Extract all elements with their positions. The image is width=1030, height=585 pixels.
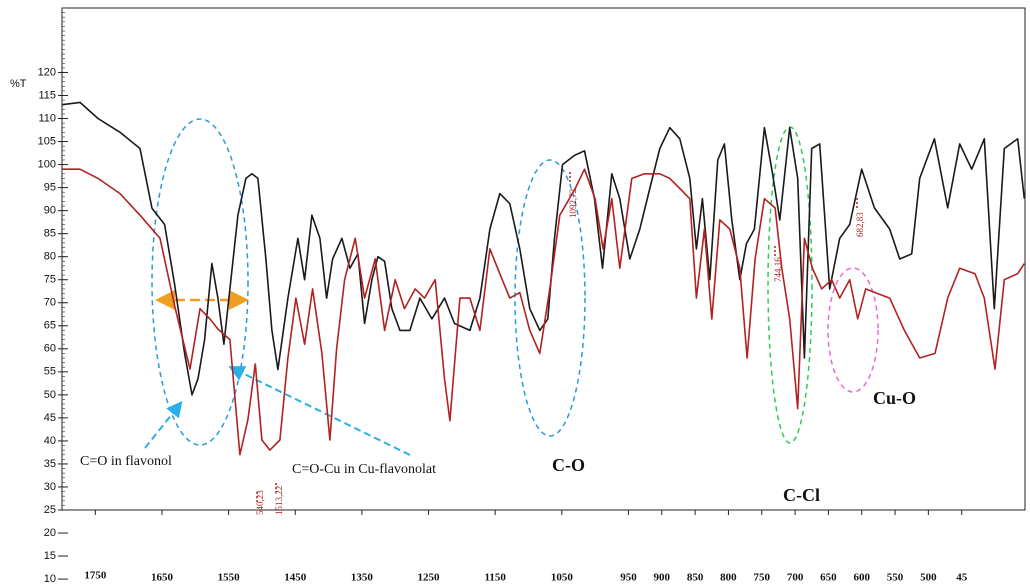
- y-tick-label: 70: [44, 297, 56, 309]
- x-tick-label: 700: [787, 572, 804, 584]
- peak-label: 744,16: [773, 257, 783, 282]
- y-tick-label: 65: [44, 320, 56, 332]
- x-tick-label: 1650: [151, 572, 174, 584]
- x-tick-label: 850: [687, 572, 704, 584]
- y-tick-label: 45: [44, 412, 56, 424]
- y-tick-label: 85: [44, 228, 56, 240]
- y-tick-label: 80: [44, 251, 56, 263]
- x-tick-label: 550: [887, 572, 904, 584]
- y-tick-label: 50: [44, 389, 56, 401]
- y-tick-label: 110: [38, 112, 56, 124]
- x-tick-label: 1450: [284, 572, 307, 584]
- x-tick-label: 500: [920, 572, 937, 584]
- x-tick-label: 1050: [551, 572, 574, 584]
- annotation: C=O in flavonol: [80, 454, 172, 469]
- annotation: C-Cl: [783, 485, 820, 505]
- x-tick-label: 1750: [84, 570, 107, 582]
- y-tick-label: 20: [44, 527, 56, 539]
- spectrum-line: [62, 168, 1025, 456]
- y-tick-label: 60: [44, 343, 56, 355]
- arrow: [144, 400, 183, 449]
- x-tick-label: 1150: [484, 572, 506, 584]
- y-tick-label: 100: [38, 158, 56, 170]
- annotation: Cu-O: [873, 388, 916, 408]
- y-tick-label: 10: [44, 573, 56, 585]
- x-tick-label: 750: [754, 572, 771, 584]
- peak-label: 1092,72: [568, 189, 578, 218]
- y-tick-label: 35: [44, 458, 56, 470]
- highlight-ellipse: [514, 159, 586, 437]
- y-tick-label: 105: [38, 135, 56, 147]
- y-tick-label: 55: [44, 366, 56, 378]
- y-tick-label: 15: [44, 550, 56, 562]
- y-tick-label: 75: [44, 274, 56, 286]
- highlight-ellipse: [827, 267, 879, 393]
- highlight-ellipse: [767, 126, 813, 444]
- x-tick-label: 650: [820, 572, 837, 584]
- y-tick-label: 115: [38, 89, 56, 101]
- x-tick-label: 900: [654, 572, 671, 584]
- spectrum-line: [61, 101, 1026, 396]
- x-tick-label: 950: [620, 572, 637, 584]
- x-tick-label: 800: [720, 572, 737, 584]
- x-tick-label: 45: [956, 572, 968, 584]
- plot-frame: [61, 7, 1026, 511]
- x-tick-label: 1350: [351, 572, 374, 584]
- annotation: C-O: [552, 455, 585, 475]
- y-tick-label: 30: [44, 481, 56, 493]
- peak-label: 540,23: [255, 490, 265, 515]
- x-tick-label: 1550: [218, 572, 241, 584]
- y-axis-label: %T: [10, 78, 27, 90]
- annotations: C=O in flavonol C=O-Cu in Cu-flavonolat C-…: [80, 172, 916, 515]
- peak-label: 682,83: [855, 212, 865, 237]
- y-tick-label: 120: [38, 66, 56, 78]
- y-tick-label: 40: [44, 435, 56, 447]
- y-tick-label: 95: [44, 182, 56, 194]
- arrow: [228, 366, 411, 456]
- annotation: C=O-Cu in Cu-flavonolat: [292, 462, 436, 477]
- x-tick-label: 1250: [418, 572, 441, 584]
- highlight-ellipse: [151, 118, 249, 446]
- y-tick-label: 25: [44, 504, 56, 516]
- peak-label: 1513,22: [274, 486, 284, 515]
- x-tick-label: 600: [853, 572, 870, 584]
- y-tick-label: 90: [44, 205, 56, 217]
